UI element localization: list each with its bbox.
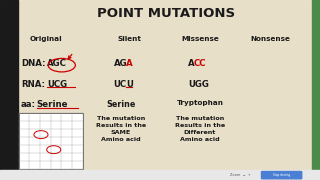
Text: DNA:: DNA: <box>21 59 45 68</box>
Text: UCG: UCG <box>47 80 68 89</box>
Bar <box>0 0 18 180</box>
Text: Zoom  −  +: Zoom − + <box>230 173 251 177</box>
Text: U: U <box>126 80 132 89</box>
Text: UGG: UGG <box>188 80 209 89</box>
Text: CC: CC <box>194 59 206 68</box>
Text: UC: UC <box>114 80 127 89</box>
Text: The mutation
Results in the
Different
Amino acid: The mutation Results in the Different Am… <box>175 116 225 142</box>
Text: aa:: aa: <box>21 100 36 109</box>
Text: A: A <box>126 59 132 68</box>
Bar <box>312 0 320 180</box>
Text: AG: AG <box>114 59 127 68</box>
Text: AGC: AGC <box>47 59 67 68</box>
Text: Serine: Serine <box>37 100 68 109</box>
Text: Nonsense: Nonsense <box>251 36 290 42</box>
Text: RNA:: RNA: <box>21 80 45 89</box>
Bar <box>19 113 83 169</box>
Text: POINT MUTATIONS: POINT MUTATIONS <box>97 7 236 20</box>
Text: Original: Original <box>30 36 63 42</box>
Bar <box>0 170 320 180</box>
Text: Tryptophan: Tryptophan <box>177 100 223 106</box>
Text: Missense: Missense <box>181 36 219 42</box>
FancyBboxPatch shape <box>261 171 302 179</box>
Text: The mutation
Results in the
SAME
Amino acid: The mutation Results in the SAME Amino a… <box>96 116 146 142</box>
Text: Stop sharing: Stop sharing <box>273 173 290 177</box>
Text: Serine: Serine <box>106 100 136 109</box>
Text: A: A <box>188 59 195 68</box>
Text: Silent: Silent <box>118 36 141 42</box>
